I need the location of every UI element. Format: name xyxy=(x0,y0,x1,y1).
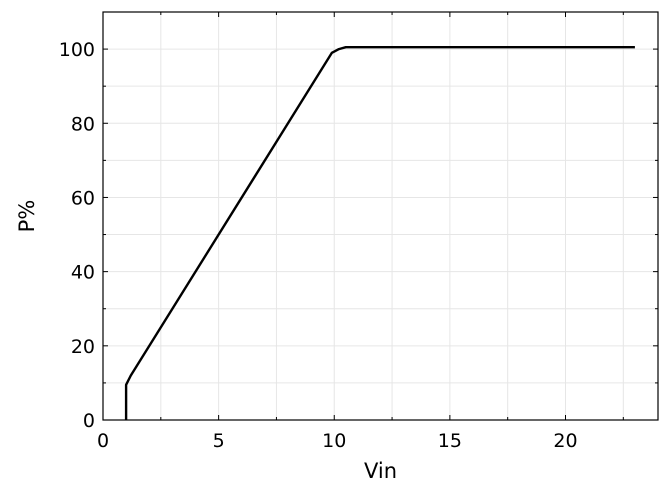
y-tick-label: 0 xyxy=(83,410,95,432)
series-line xyxy=(124,46,635,420)
y-tick-label: 40 xyxy=(71,262,95,284)
y-tick-label: 100 xyxy=(59,39,95,61)
x-tick-label: 20 xyxy=(553,430,577,452)
y-tick-label: 60 xyxy=(71,187,95,209)
x-axis-label: Vin xyxy=(364,459,397,483)
grid xyxy=(103,12,658,420)
x-tick-label: 5 xyxy=(213,430,225,452)
y-tick-label: 20 xyxy=(71,336,95,358)
series-layer xyxy=(124,46,635,420)
ticks: 0 5 10 15 20 0 20 40 60 80 100 xyxy=(59,11,658,452)
x-tick-label: 0 xyxy=(97,430,109,452)
plot-frame xyxy=(102,11,659,421)
x-tick-label: 15 xyxy=(438,430,462,452)
y-axis-label: P% xyxy=(15,200,39,233)
x-tick-label: 10 xyxy=(322,430,346,452)
y-tick-label: 80 xyxy=(71,113,95,135)
